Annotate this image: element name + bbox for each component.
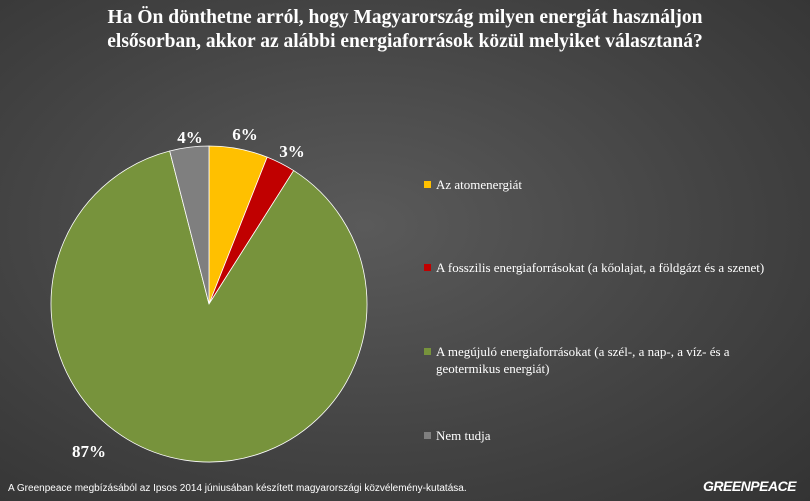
- chart-title-line-2: elsősorban, akkor az alábbi energiaforrá…: [107, 31, 703, 52]
- chart-title-line-1: Ha Ön dönthetne arról, hogy Magyarország…: [107, 7, 703, 28]
- legend-swatch-atomic: [424, 181, 431, 188]
- pie-slice-unknown: [169, 145, 210, 305]
- greenpeace-logo: GREENPEACE: [703, 478, 797, 494]
- legend-item-atomic: Az atomenergiát: [424, 176, 794, 193]
- data-label-renewable: 87%: [72, 442, 106, 461]
- legend-label-renewable: A megújuló energiaforrásokat (a szél-, a…: [436, 344, 730, 376]
- pie-slice-renewable: [50, 150, 368, 463]
- data-label-unknown: 4%: [177, 128, 203, 147]
- legend-item-unknown: Nem tudja: [424, 427, 794, 444]
- legend-swatch-unknown: [424, 432, 431, 439]
- chart-title: Ha Ön dönthetne arról, hogy Magyarország…: [40, 6, 770, 54]
- legend-item-fossil: A fosszilis energiaforrásokat (a kőolaja…: [424, 259, 794, 276]
- legend-label-fossil: A fosszilis energiaforrásokat (a kőolaja…: [436, 260, 765, 275]
- legend-item-renewable: A megújuló energiaforrásokat (a szél-, a…: [424, 343, 794, 377]
- legend-label-atomic: Az atomenergiát: [436, 177, 523, 192]
- legend-swatch-fossil: [424, 264, 431, 271]
- legend-swatch-renewable: [424, 348, 431, 355]
- footnote: A Greenpeace megbízásából az Ipsos 2014 …: [8, 483, 467, 494]
- legend-label-unknown: Nem tudja: [436, 428, 491, 443]
- data-label-fossil: 3%: [279, 142, 305, 161]
- data-label-atomic: 6%: [232, 125, 258, 144]
